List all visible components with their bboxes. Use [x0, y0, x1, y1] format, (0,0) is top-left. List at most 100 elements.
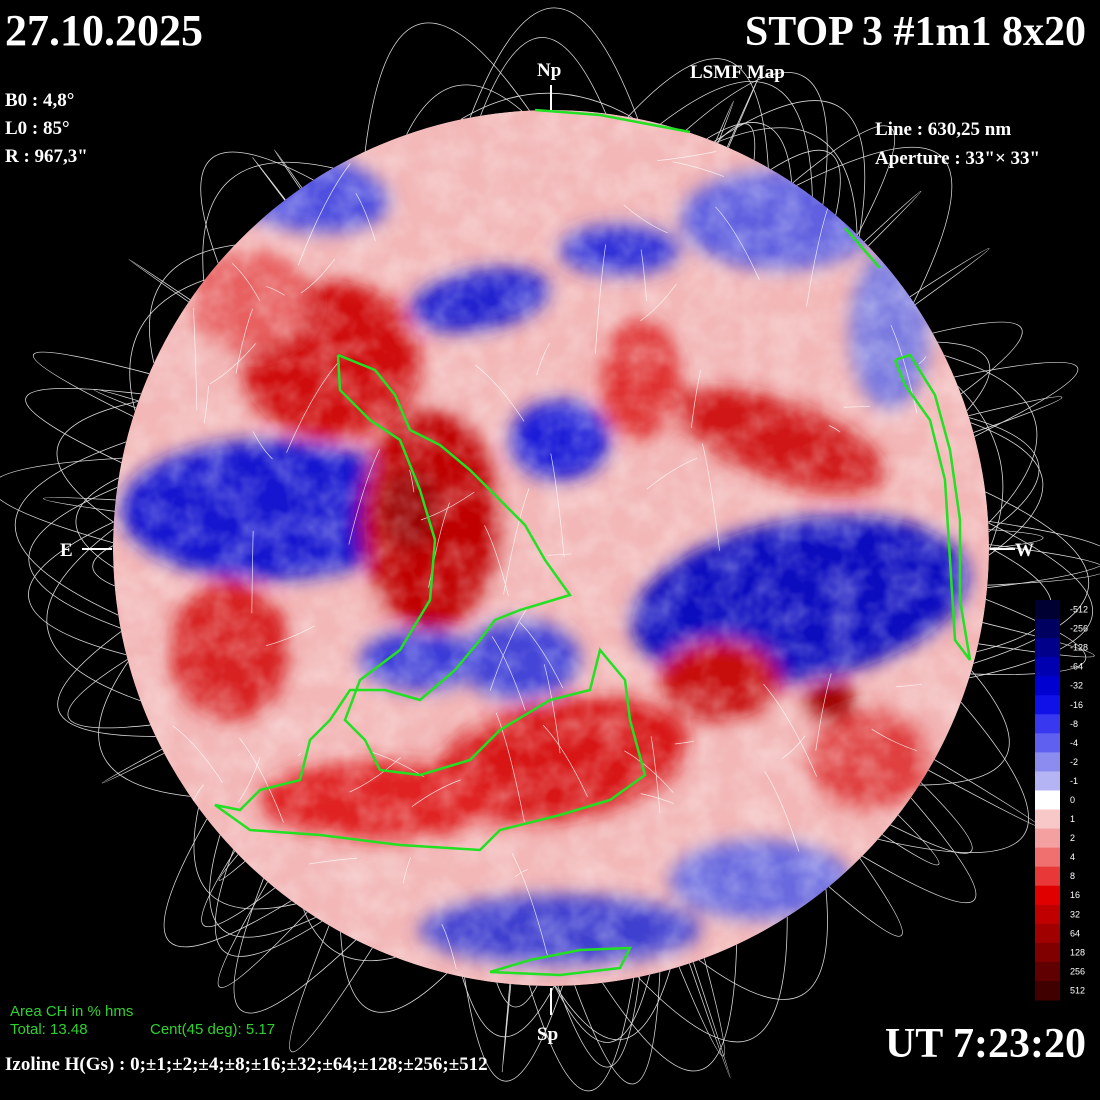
colorbar-label: -512 — [1070, 605, 1088, 615]
field-line — [252, 156, 286, 201]
ch-central: Cent(45 deg): 5.17 — [150, 1021, 275, 1038]
colorbar-swatch — [1035, 695, 1060, 715]
colorbar-label: 16 — [1070, 890, 1080, 900]
field-line — [172, 725, 223, 783]
field-line — [969, 522, 1093, 679]
field-line — [237, 757, 261, 803]
field-line — [409, 469, 415, 493]
field-line — [987, 520, 1100, 589]
colorbar-swatch — [1035, 904, 1060, 925]
param: B0 : 4,8° — [5, 90, 74, 111]
field-line — [218, 854, 246, 881]
field-line — [46, 528, 141, 702]
field-line — [715, 206, 760, 280]
field-line — [602, 944, 738, 1072]
colorbar-swatch — [1035, 657, 1060, 677]
field-line — [657, 151, 717, 161]
field-line — [690, 369, 702, 428]
field-line — [461, 976, 555, 1038]
field-line — [954, 361, 1079, 437]
field-line — [514, 868, 529, 878]
field-line — [297, 752, 302, 757]
field-line — [511, 853, 548, 956]
field-line — [554, 974, 650, 1043]
field-line — [594, 244, 607, 354]
colorbar-label: -64 — [1070, 662, 1083, 672]
field-line — [14, 441, 127, 616]
field-line — [550, 453, 565, 558]
field-line — [491, 636, 526, 711]
field-line — [266, 625, 315, 647]
field-line — [300, 258, 336, 294]
field-line — [726, 72, 762, 148]
field-line — [460, 92, 633, 120]
field-line — [944, 355, 1038, 524]
field-line — [973, 491, 1090, 664]
field-line — [340, 932, 448, 1013]
field-line — [308, 857, 358, 865]
field-line — [209, 834, 316, 938]
magnetogram-disk — [113, 110, 989, 986]
field-line — [890, 325, 918, 414]
field-line — [932, 321, 1023, 395]
colorbar-swatch — [1035, 771, 1060, 791]
field-line — [25, 387, 142, 464]
field-line — [480, 37, 607, 116]
field-line — [402, 856, 412, 884]
colorbar-label: 2 — [1070, 833, 1075, 843]
field-line — [684, 72, 828, 205]
field-line — [815, 673, 832, 751]
field-line — [547, 553, 572, 556]
date: 27.10.2025 — [5, 6, 203, 55]
field-line — [660, 80, 813, 197]
field-line — [929, 222, 937, 241]
colorbar-swatch — [1035, 714, 1060, 734]
field-line — [214, 849, 323, 957]
field-line — [56, 401, 139, 523]
colorbar-swatch — [1035, 980, 1060, 1001]
field-line — [57, 631, 156, 737]
field-line — [193, 807, 296, 910]
field-line — [702, 443, 720, 551]
field-line — [650, 736, 661, 813]
colorbar-label: 128 — [1070, 947, 1085, 957]
colorbar-label: 256 — [1070, 966, 1085, 976]
field-line — [235, 308, 254, 374]
field-line — [970, 422, 1044, 556]
field-line — [98, 661, 191, 797]
field-line — [698, 888, 828, 1000]
coronal-hole-contours — [214, 108, 972, 977]
field-line — [209, 343, 256, 385]
field-line — [469, 7, 639, 119]
field-line — [201, 850, 276, 928]
colorbar-swatch — [1035, 733, 1060, 753]
field-line — [233, 878, 357, 1014]
field-line — [163, 818, 292, 948]
colorbar-swatch — [1035, 866, 1060, 887]
field-line — [640, 793, 674, 804]
field-line — [796, 146, 953, 303]
field-line — [67, 659, 151, 729]
field-line — [266, 286, 285, 296]
field-line — [764, 770, 800, 852]
colorbar-label: -16 — [1070, 700, 1083, 710]
field-line — [957, 386, 1004, 551]
subtitle: LSMF Map — [690, 62, 785, 83]
param: Line : 630,25 nm — [875, 119, 1011, 140]
field-line — [862, 797, 977, 904]
ch-total: Total: 13.48 — [10, 1021, 88, 1038]
field-line — [475, 364, 525, 422]
field-line — [969, 417, 1040, 533]
field-line — [298, 163, 351, 266]
colorbar-label: -8 — [1070, 719, 1078, 729]
param: R : 967,3" — [5, 146, 88, 167]
colorbar-swatch — [1035, 638, 1060, 658]
field-line — [495, 712, 525, 823]
field-line — [411, 779, 461, 808]
field-line — [928, 759, 1041, 828]
field-line — [674, 740, 694, 745]
field-line — [43, 497, 116, 512]
colorbar-swatch — [1035, 885, 1060, 906]
field-line — [970, 599, 1087, 675]
field-line — [128, 259, 191, 303]
